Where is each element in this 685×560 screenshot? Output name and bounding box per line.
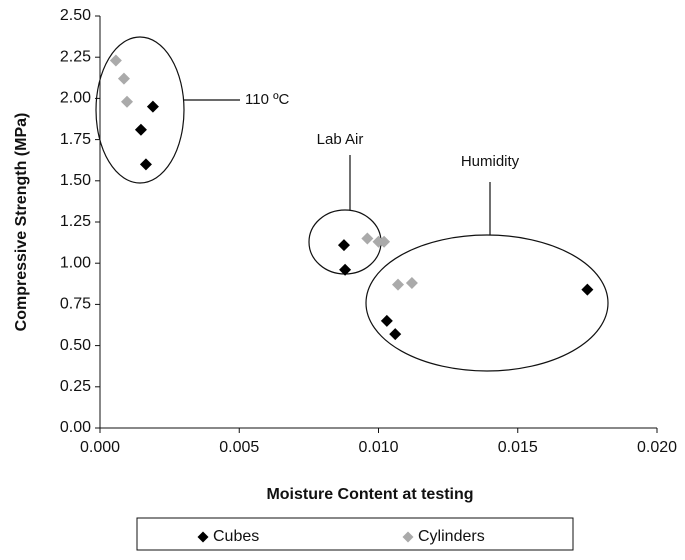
group-ellipse [365, 234, 609, 372]
annotation: 110 ºC [245, 91, 290, 108]
point [139, 158, 152, 171]
point [361, 232, 374, 245]
point [117, 72, 130, 85]
point [391, 278, 404, 291]
y-tick-label: 2.00 [60, 90, 91, 107]
y-axis-label: Compressive Strength (MPa) [13, 113, 30, 332]
legend-label: Cylinders [418, 528, 485, 545]
y-tick-label: 0.50 [60, 337, 91, 354]
point [121, 95, 134, 108]
point [109, 54, 122, 67]
x-tick-label: 0.005 [219, 439, 259, 456]
annotation: Lab Air [317, 131, 364, 148]
legend-label: Cubes [213, 528, 259, 545]
point [134, 123, 147, 136]
x-tick-label: 0.000 [80, 439, 120, 456]
x-axis-label: Moisture Content at testing [266, 486, 473, 503]
y-tick-label: 1.50 [60, 172, 91, 189]
x-tick-label: 0.010 [358, 439, 398, 456]
point [389, 328, 402, 341]
y-tick-label: 1.75 [60, 131, 91, 148]
y-tick-label: 2.50 [60, 7, 91, 24]
y-tick-label: 0.00 [60, 419, 91, 436]
point [146, 100, 159, 113]
y-tick-label: 0.75 [60, 296, 91, 313]
legend-marker [402, 531, 414, 543]
y-tick-label: 1.00 [60, 254, 91, 271]
legend-box [136, 517, 574, 551]
point [378, 235, 391, 248]
x-tick-label: 0.020 [637, 439, 677, 456]
point [339, 263, 352, 276]
group-ellipse [95, 36, 185, 184]
point [337, 239, 350, 252]
point [405, 276, 418, 289]
x-tick-label: 0.015 [498, 439, 538, 456]
legend-marker [197, 531, 209, 543]
point [380, 314, 393, 327]
y-tick-label: 1.25 [60, 213, 91, 230]
point [581, 283, 594, 296]
y-tick-label: 0.25 [60, 378, 91, 395]
y-tick-label: 2.25 [60, 48, 91, 65]
annotation: Humidity [461, 153, 520, 170]
